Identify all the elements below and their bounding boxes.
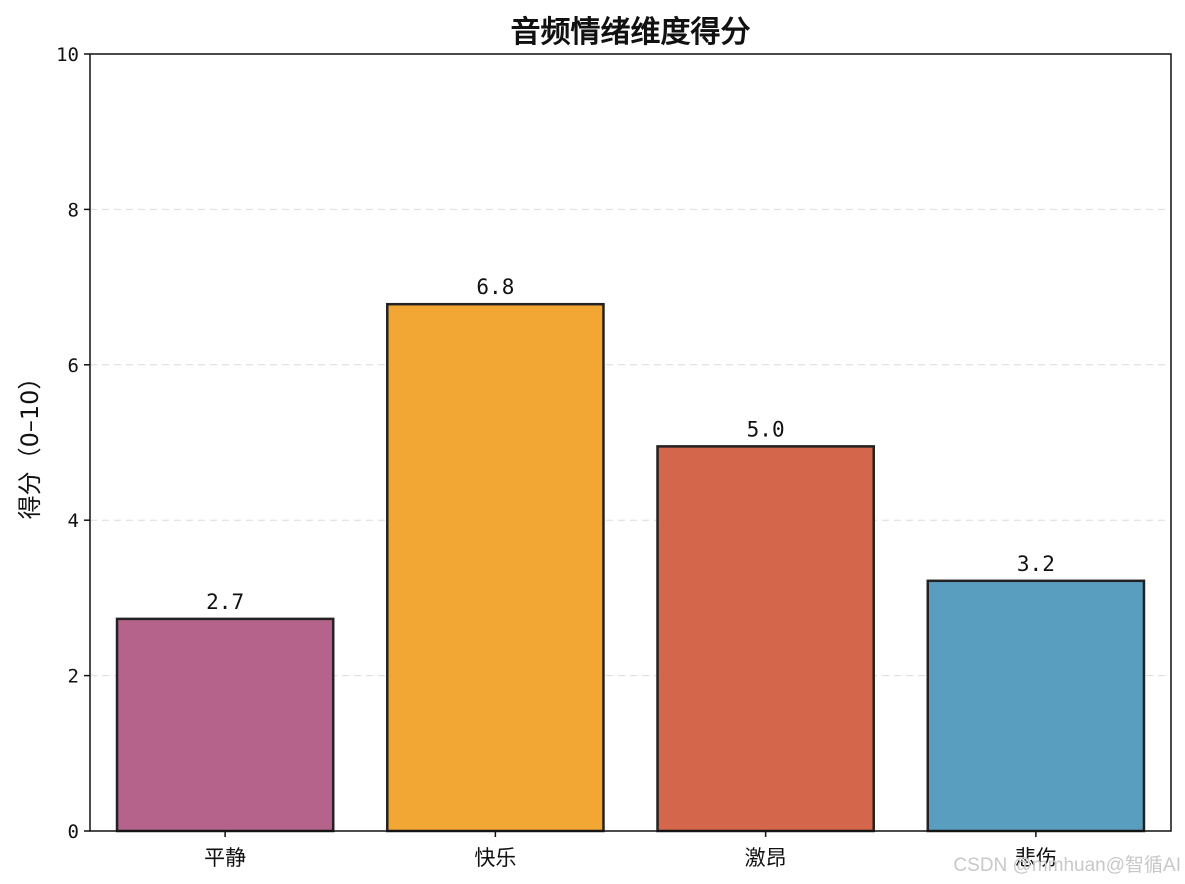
y-tick-label: 0 [68,821,79,843]
bar-2 [386,302,605,833]
y-axis-label: 得分（0–10） [16,366,44,520]
value-labels: 2.7 6.8 5.0 3.2 [206,275,1055,614]
y-tick-label: 2 [68,666,79,688]
bars [115,302,1146,833]
value-label: 5.0 [747,417,785,441]
x-tick-label: 快乐 [474,846,516,870]
bar-4 [926,579,1146,833]
y-tick-label: 6 [68,355,79,377]
x-tick-label: 悲伤 [1015,846,1057,870]
plot-frame [89,53,1172,832]
y-tick-label: 10 [56,44,79,66]
bar-1 [115,617,335,833]
x-tick-label: 激昂 [745,846,787,870]
x-tick-label: 平静 [204,846,246,870]
y-tick-label: 8 [68,199,79,221]
x-axis-ticks: 平静 快乐 激昂 悲伤 [204,831,1057,870]
value-label: 3.2 [1017,552,1055,576]
y-tick-label: 4 [68,510,79,532]
value-label: 6.8 [476,275,514,299]
value-label: 2.7 [206,590,244,614]
watermark-text: CSDN @mmhuan@智循AI [953,854,1181,876]
y-axis-ticks: 0 2 4 6 8 10 [56,44,90,843]
bar-3 [656,445,875,833]
chart-title: 音频情绪维度得分 [511,15,751,50]
